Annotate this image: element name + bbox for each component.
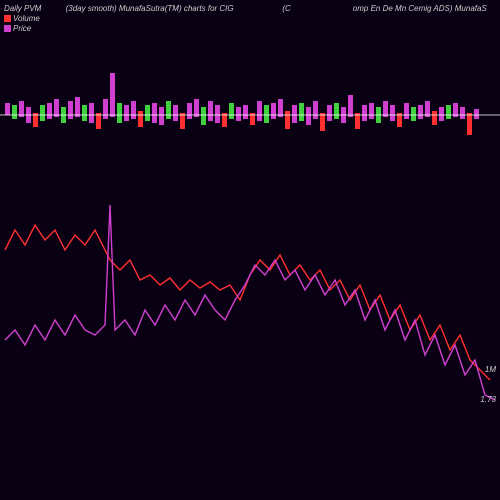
bar (439, 107, 444, 121)
bar (166, 101, 171, 119)
bar (474, 109, 479, 119)
bar (5, 103, 10, 115)
bar (306, 107, 311, 125)
bar (75, 97, 80, 117)
bar (117, 103, 122, 123)
legend: Volume Price (4, 14, 40, 34)
bar (369, 103, 374, 119)
bar (425, 101, 430, 117)
bar (327, 105, 332, 121)
chart-container: Daily PVM (3day smooth) MunafaSutra(TM) … (0, 0, 500, 500)
bar (467, 113, 472, 135)
bar (292, 105, 297, 123)
legend-price: Price (4, 24, 40, 33)
bar (19, 101, 24, 117)
bar (320, 113, 325, 131)
bar (187, 103, 192, 119)
legend-volume-label: Volume (13, 14, 40, 23)
bar (145, 105, 150, 121)
bar (313, 101, 318, 119)
axis-label-price: 1.73 (480, 395, 496, 404)
bar (124, 105, 129, 121)
bar (103, 99, 108, 119)
bar (390, 105, 395, 121)
bar (159, 107, 164, 125)
bar (432, 111, 437, 125)
bar (89, 103, 94, 123)
bar (362, 105, 367, 121)
legend-price-label: Price (13, 24, 31, 33)
bar (285, 111, 290, 129)
bar (208, 101, 213, 121)
legend-volume-swatch (4, 15, 11, 22)
title-right2: omp En De Mn Cemig ADS) MunafaS (353, 4, 487, 13)
legend-volume: Volume (4, 14, 40, 23)
chart-header: Daily PVM (3day smooth) MunafaSutra(TM) … (0, 2, 500, 22)
bar (96, 113, 101, 129)
bar (411, 107, 416, 121)
bar (446, 105, 451, 119)
line-chart (0, 200, 500, 460)
bar (271, 103, 276, 119)
legend-price-swatch (4, 25, 11, 32)
bar (138, 111, 143, 127)
bar (180, 113, 185, 129)
price-line (5, 205, 495, 400)
bar (152, 103, 157, 123)
bar (173, 105, 178, 121)
axis-label-1m: 1M (485, 365, 496, 374)
title-left: Daily PVM (4, 4, 41, 13)
bar (348, 95, 353, 117)
bar (215, 105, 220, 123)
bar (12, 105, 17, 119)
bar (278, 99, 283, 117)
bar (201, 107, 206, 125)
bar (334, 103, 339, 119)
bar-chart (0, 70, 500, 160)
bar (131, 101, 136, 119)
bar (257, 101, 262, 121)
bar (264, 105, 269, 123)
title-mid: (3day smooth) MunafaSutra(TM) charts for… (66, 4, 234, 13)
bar (243, 105, 248, 119)
bar (47, 103, 52, 119)
bar (355, 113, 360, 129)
bar (54, 99, 59, 117)
bar (236, 107, 241, 121)
bar (299, 103, 304, 121)
bars-group (5, 73, 479, 135)
bar (418, 105, 423, 119)
title-right1: (C (282, 4, 290, 13)
volume-line (5, 225, 490, 380)
bar (404, 103, 409, 119)
bar (110, 73, 115, 117)
bar (229, 103, 234, 119)
bar (40, 105, 45, 121)
bar (383, 101, 388, 117)
bar (82, 105, 87, 121)
bar (68, 101, 73, 119)
bar (460, 107, 465, 119)
bar (194, 99, 199, 117)
